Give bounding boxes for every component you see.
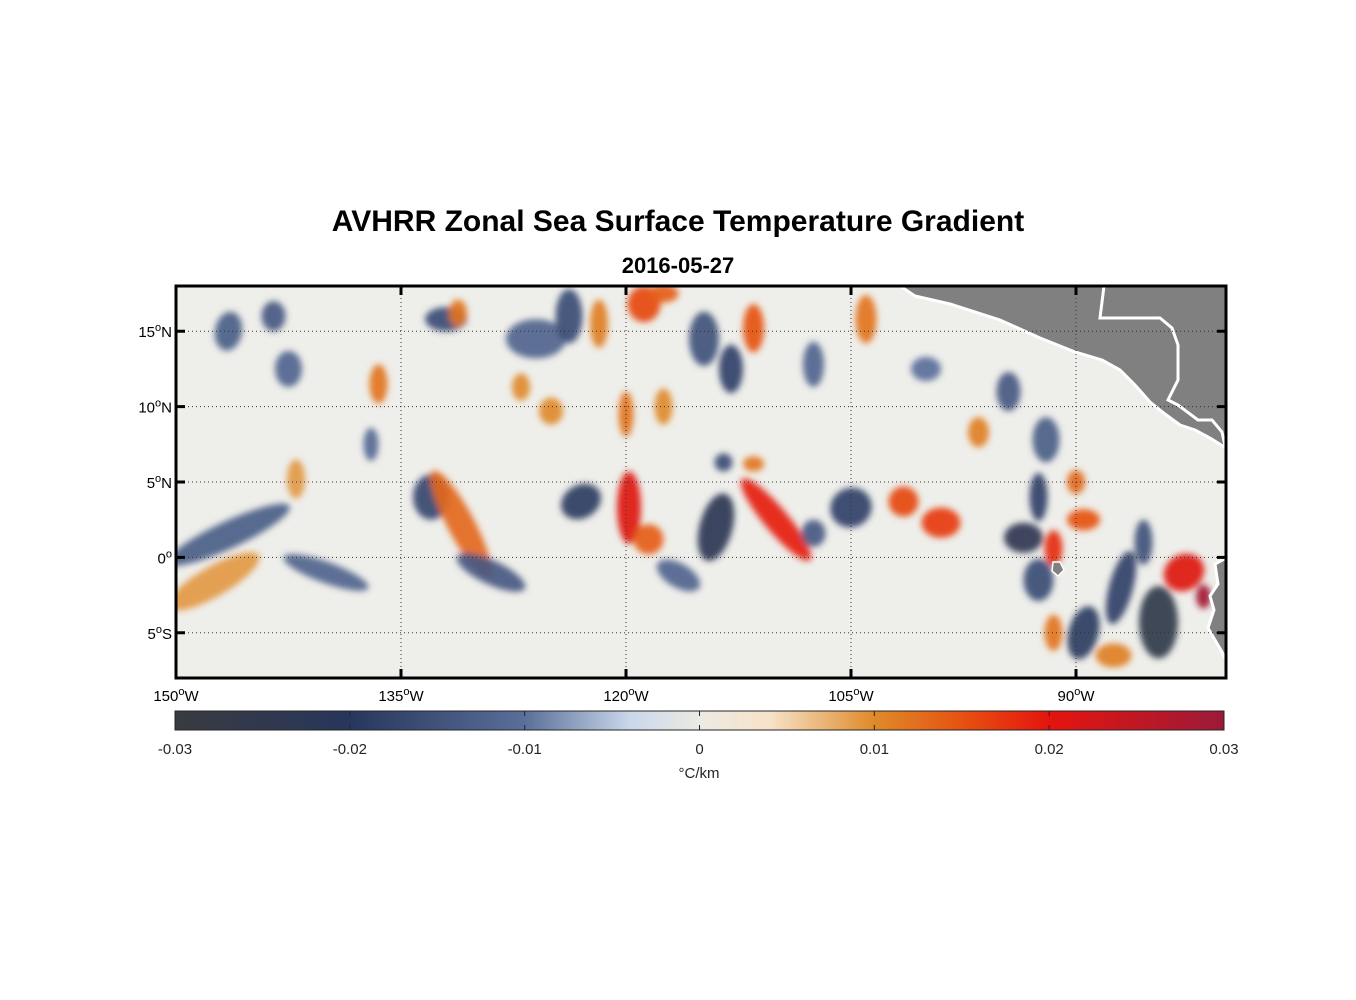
gradient-feature-56: [968, 417, 989, 448]
gradient-feature-14: [555, 289, 583, 344]
gradient-feature-22: [719, 344, 743, 394]
gradient-feature-54: [654, 388, 673, 425]
gradient-feature-15: [590, 299, 608, 348]
gradient-feature-46: [1163, 553, 1205, 592]
gradient-feature-49: [1134, 519, 1153, 565]
gradient-feature-11: [430, 470, 492, 578]
gradient-feature-9: [449, 299, 467, 327]
gradient-feature-16: [561, 483, 601, 520]
gradient-feature-25: [740, 478, 812, 561]
gradient-feature-51: [363, 427, 379, 461]
gradient-feature-32: [921, 507, 961, 538]
colorbar-unit-label: °C/km: [679, 765, 720, 782]
gradient-feature-48: [1044, 614, 1063, 651]
gradient-feature-35: [996, 371, 1021, 412]
gradient-feature-30: [801, 519, 826, 547]
land-central-america: [897, 286, 1226, 451]
gradient-feature-45: [1139, 586, 1178, 659]
gradient-field: [176, 286, 1211, 668]
gradient-feature-18: [633, 524, 664, 555]
gradient-feature-33: [855, 295, 877, 344]
y-tick-label: 10oN: [138, 398, 172, 417]
gradient-feature-40: [1067, 509, 1100, 531]
gradient-feature-17: [617, 471, 641, 544]
gradient-feature-13: [506, 319, 566, 359]
gradient-feature-1: [261, 301, 286, 332]
gradient-feature-24: [697, 493, 735, 561]
gradient-feature-42: [1023, 558, 1054, 602]
colorbar-tick-label: -0.01: [508, 741, 542, 758]
gradient-feature-4: [176, 503, 290, 566]
gradient-feature-37: [1029, 472, 1048, 522]
gradient-feature-27: [743, 456, 764, 472]
axis-ticks: 150oW 135oW 120oW 105oW 90oW 15oN 10oN 5oN 0o 5oS: [138, 286, 1226, 705]
gradient-feature-36: [1032, 417, 1060, 463]
chart-title: AVHRR Zonal Sea Surface Temperature Grad…: [331, 205, 1025, 238]
colorbar-tick-label: 0.02: [1035, 741, 1064, 758]
gradient-feature-3: [287, 459, 305, 499]
y-tick-label: 15oN: [138, 322, 172, 341]
x-tick-label: 90oW: [1058, 686, 1096, 705]
gradient-feature-50: [1095, 643, 1132, 668]
gradient-feature-20: [648, 286, 679, 303]
chart-subtitle: 2016-05-27: [621, 253, 735, 278]
gradient-feature-29: [830, 487, 872, 528]
map-area: [176, 286, 1226, 678]
gradient-feature-6: [283, 554, 369, 591]
gradient-feature-44: [1105, 550, 1137, 625]
y-tick-label: 0o: [158, 548, 172, 567]
colorbar-tick-label: 0.01: [860, 741, 889, 758]
x-tick-label: 150oW: [153, 686, 199, 705]
colorbar-tick-label: 0: [695, 741, 703, 758]
gradient-feature-5: [176, 552, 260, 611]
gradient-feature-55: [911, 356, 941, 381]
x-tick-label: 120oW: [603, 686, 649, 705]
colorbar-tick-label: -0.03: [158, 741, 192, 758]
x-tick-label: 105oW: [828, 686, 874, 705]
gradient-feature-7: [369, 364, 388, 404]
gradient-feature-47: [1196, 584, 1211, 609]
gradient-feature-38: [1004, 522, 1043, 553]
y-tick-label: 5oN: [147, 473, 172, 492]
gradient-feature-57: [539, 397, 563, 425]
gradient-feature-52: [512, 373, 530, 401]
gradient-feature-39: [1044, 530, 1063, 567]
gradient-feature-28: [656, 559, 701, 592]
gradient-feature-26: [714, 453, 733, 472]
y-tick-label: 5oS: [148, 624, 172, 643]
colorbar: -0.03 -0.02 -0.01 0 0.01 0.02 0.03 °C/km: [158, 710, 1239, 782]
gradient-feature-31: [888, 486, 919, 517]
land-galapagos: [1051, 561, 1065, 578]
colorbar-tick-label: 0.03: [1209, 741, 1238, 758]
gridlines: [176, 286, 1226, 678]
colorbar-tick-label: -0.02: [333, 741, 367, 758]
gradient-feature-34: [803, 341, 824, 388]
gradient-feature-21: [689, 311, 719, 366]
gradient-feature-2: [275, 350, 302, 388]
colorbar-ticks: -0.03 -0.02 -0.01 0 0.01 0.02 0.03: [158, 711, 1239, 758]
gradient-feature-23: [743, 304, 764, 353]
x-tick-label: 135oW: [378, 686, 424, 705]
gradient-feature-43: [1067, 606, 1100, 660]
gradient-feature-12: [456, 553, 526, 592]
